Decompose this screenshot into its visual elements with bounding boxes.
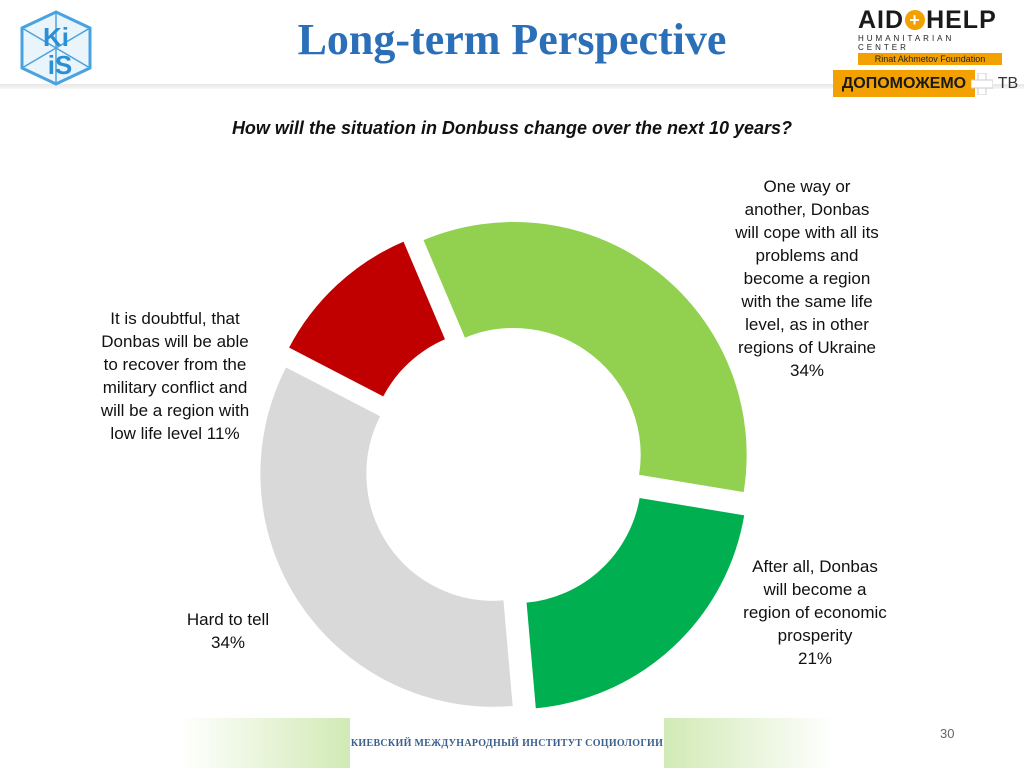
slice-label-doubtful: It is doubtful, that Donbas will be able t… [80, 307, 270, 445]
slice-label-line: military conflict and [102, 378, 248, 397]
slice-label-line: region of economic [743, 603, 887, 622]
aid-help-subtitle: HUMANITARIAN CENTER [858, 34, 955, 52]
dopomozhemo-tv-text: ТВ [997, 75, 1019, 92]
donut-slice-prosperity [524, 495, 747, 711]
kiis-logo: Ki iS [20, 10, 92, 86]
aid-help-left-word: AID [858, 6, 905, 34]
slice-label-line: One way or [763, 177, 851, 196]
page-title: Long-term Perspective [297, 15, 727, 64]
slice-label-line: prosperity [777, 626, 853, 645]
slice-label-line: with the same life [741, 292, 873, 311]
kiis-logo-text-bottom: iS [48, 50, 73, 80]
slice-label-prosperity: After all, Donbas will become a region of … [720, 555, 910, 670]
aid-help-logo: AID + HELP HUMANITARIAN CENTER Rinat Akhme… [858, 6, 1008, 65]
slice-label-line: will cope with all its [735, 223, 879, 242]
slice-label-line: another, Donbas [744, 200, 870, 219]
slice-label-line: problems and [755, 246, 859, 265]
slice-label-line: It is doubtful, that [110, 309, 240, 328]
plus-icon: + [905, 10, 926, 30]
slice-label-line: will become a [763, 580, 867, 599]
donut-slice-doubtful [286, 239, 448, 400]
slice-label-line: will be a region with [100, 401, 250, 420]
slice-label-line: become a region [743, 269, 871, 288]
slice-label-line: 34% [210, 633, 246, 652]
slice-label-line: 21% [797, 649, 833, 668]
footer-institute-name: КИЕВСКИЙ МЕЖДУНАРОДНЫЙ ИНСТИТУТ СОЦИОЛОГ… [350, 738, 664, 749]
slice-label-hard-to-tell: Hard to tell 34% [140, 608, 316, 654]
page-number: 30 [940, 726, 955, 741]
footer-glow-right [664, 718, 834, 768]
chart-question: How will the situation in Donbuss change… [231, 118, 793, 138]
dopomozhemo-logo: ДОПОМОЖЕМО ТВ [833, 70, 1023, 97]
dopomozhemo-text: ДОПОМОЖЕМО [833, 70, 975, 97]
header-divider [0, 84, 1024, 89]
footer-glow-left [180, 718, 350, 768]
slice-label-cope: One way or another, Donbas will cope with … [712, 175, 902, 382]
plus-icon [971, 73, 993, 95]
slice-label-line: regions of Ukraine [738, 338, 876, 357]
slice-label-line: Hard to tell [186, 610, 270, 629]
donut-slice-hard-to-tell [258, 364, 515, 709]
footer-band [350, 718, 664, 768]
donut-slice-cope [420, 220, 749, 495]
slice-label-line: 34% [789, 361, 825, 380]
aid-help-wordmark: AID + HELP [858, 6, 1008, 34]
slice-label-line: low life level 11% [110, 424, 240, 443]
aid-help-right-word: HELP [926, 6, 997, 34]
slice-label-line: Donbas will be able [101, 332, 249, 351]
slice-label-line: level, as in other [745, 315, 869, 334]
kiis-logo-text-top: Ki [43, 22, 69, 52]
slice-label-line: After all, Donbas [752, 557, 878, 576]
slice-label-line: to recover from the [103, 355, 247, 374]
aid-help-foundation: Rinat Akhmetov Foundation [858, 53, 1002, 65]
